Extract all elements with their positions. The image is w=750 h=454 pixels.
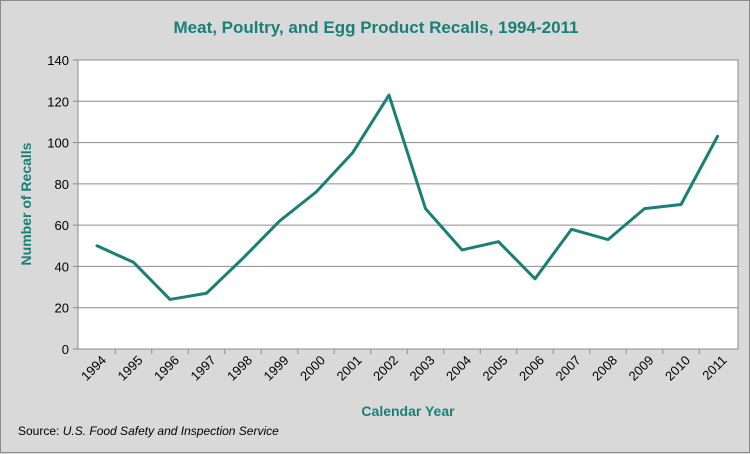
y-tick-label: 140 [47,53,69,68]
x-tick-label: 2004 [443,353,474,384]
y-tick-label: 60 [55,218,69,233]
x-axis-label: Calendar Year [361,403,455,419]
x-tick-label: 1995 [115,353,146,384]
x-tick-label: 2006 [516,353,547,384]
y-axis-label: Number of Recalls [18,142,34,265]
x-tick-label: 1998 [224,353,255,384]
y-tick-label: 80 [55,177,69,192]
x-tick-label: 2003 [407,353,438,384]
x-tick-label: 2008 [589,353,620,384]
x-tick-label: 1994 [78,353,109,384]
x-tick-label: 2001 [334,353,365,384]
source-name: U.S. Food Safety and Inspection Service [63,424,279,438]
plot-area [78,60,738,349]
y-tick-label: 0 [62,342,69,357]
y-tick-label: 40 [55,259,69,274]
x-tick-label: 1997 [188,353,219,384]
x-tick-label: 1999 [261,353,292,384]
x-tick-label: 2010 [662,353,693,384]
y-axis-ticks: 0 20 40 60 80 100 120 140 [47,53,78,357]
x-tick-label: 2007 [553,353,584,384]
x-tick-label: 1996 [151,353,182,384]
x-tick-label: 2011 [699,353,729,383]
x-tick-label: 2000 [297,353,328,384]
source-note: Source: U.S. Food Safety and Inspection … [18,424,279,438]
y-tick-label: 100 [47,136,69,151]
y-tick-label: 120 [47,94,69,109]
chart-title: Meat, Poultry, and Egg Product Recalls, … [174,18,579,37]
x-tick-label: 2002 [370,353,401,384]
source-label: Source: [18,424,59,438]
x-tick-label: 2005 [480,353,511,384]
x-tick-label: 2009 [626,353,657,384]
y-tick-label: 20 [55,301,69,316]
